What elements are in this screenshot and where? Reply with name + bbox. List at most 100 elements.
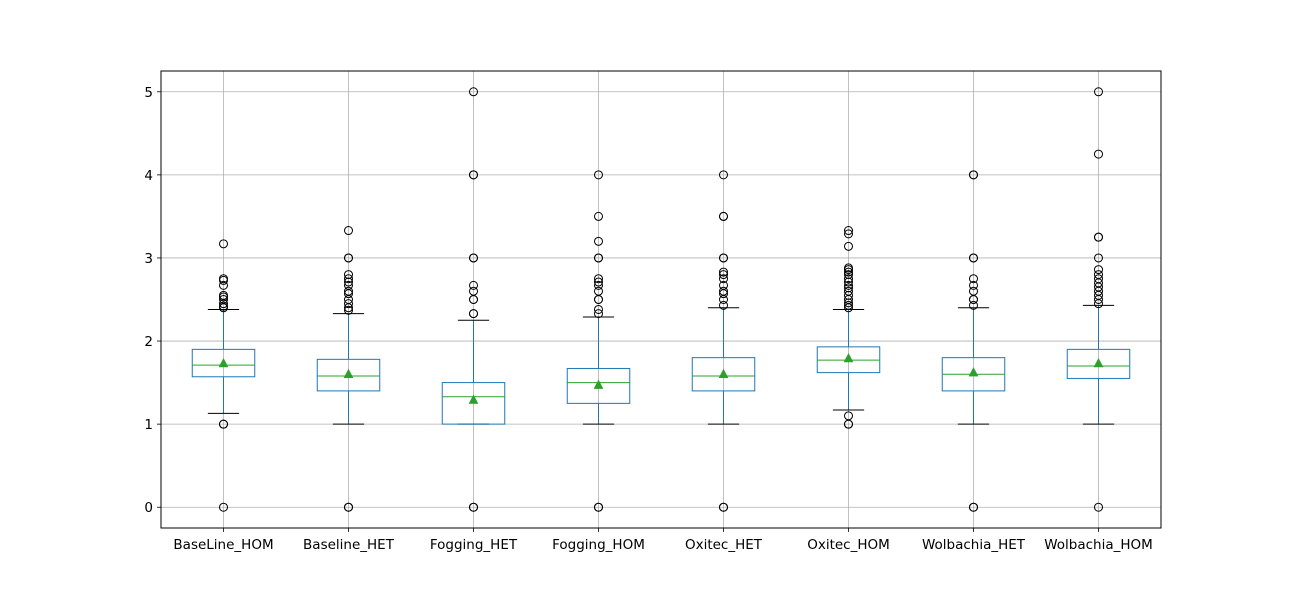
mean-marker — [343, 368, 354, 379]
outlier-point — [344, 299, 353, 309]
y-tick-label: 0 — [144, 500, 153, 516]
mean-marker — [968, 367, 979, 377]
iqr-box — [691, 357, 756, 392]
outlier-point — [469, 87, 478, 97]
iqr-box — [316, 358, 381, 392]
outlier-point — [719, 280, 728, 290]
axis-layer: 0 1 2 3 4 5 BaseLine_HOM Baseline_HET Fogging_HE… — [144, 85, 1152, 553]
outlier-point — [594, 309, 603, 319]
outlier-point — [219, 280, 228, 290]
outlier-point — [594, 274, 603, 284]
box-group — [1066, 87, 1131, 512]
mean-marker — [593, 379, 604, 389]
outlier-point — [1094, 270, 1103, 280]
x-tick-label: Fogging_HOM — [552, 537, 645, 553]
box-group — [816, 226, 881, 429]
outlier-point — [719, 300, 728, 310]
outlier-point — [719, 170, 728, 180]
outlier-point — [1094, 232, 1103, 242]
outlier-point — [719, 270, 728, 280]
iqr-box — [566, 367, 631, 404]
mean-marker — [843, 352, 854, 363]
outlier-point — [1094, 274, 1103, 284]
y-tick-label: 5 — [144, 85, 153, 101]
outlier-point — [844, 274, 853, 284]
box-group — [441, 87, 506, 512]
outlier-point — [219, 290, 228, 300]
plot-area-frame — [160, 70, 1162, 529]
outlier-point — [219, 301, 228, 311]
mean-marker — [718, 368, 729, 379]
grid-layer — [161, 71, 1161, 528]
outlier-point — [719, 274, 728, 284]
outlier-point — [344, 280, 353, 290]
outlier-point — [469, 170, 478, 180]
outlier-point — [344, 270, 353, 280]
outlier-point — [594, 211, 603, 221]
outlier-point — [594, 236, 603, 246]
box-group — [566, 170, 631, 512]
box-group — [316, 226, 381, 512]
outlier-point — [719, 211, 728, 221]
outlier-point — [594, 253, 603, 263]
box-group — [941, 170, 1006, 512]
x-tick-label: Oxitec_HOM — [807, 537, 890, 553]
outlier-point — [969, 253, 978, 263]
x-tick-label: BaseLine_HOM — [173, 537, 273, 553]
outlier-point — [219, 295, 228, 304]
outlier-point — [844, 411, 853, 421]
outlier-point — [969, 502, 978, 512]
outlier-point — [469, 502, 478, 512]
outlier-point — [594, 502, 603, 512]
outlier-point — [344, 226, 353, 236]
x-tick-label: Wolbachia_HOM — [1044, 537, 1153, 553]
outlier-point — [344, 253, 353, 263]
box-group — [691, 170, 756, 512]
mean-marker — [468, 394, 479, 404]
outlier-point — [344, 277, 353, 287]
outlier-point — [469, 253, 478, 263]
outlier-point — [594, 280, 603, 290]
box-group — [191, 239, 256, 512]
x-tick-label: Oxitec_HET — [685, 537, 763, 553]
mean-marker — [218, 357, 229, 368]
outlier-point — [844, 229, 853, 239]
outlier-point — [844, 290, 853, 300]
outlier-point — [344, 502, 353, 512]
iqr-box — [441, 382, 506, 425]
x-tick-label: Fogging_HET — [430, 537, 518, 553]
y-tick-label: 4 — [144, 168, 153, 184]
outlier-point — [969, 300, 978, 310]
outlier-point — [844, 270, 853, 280]
outlier-point — [219, 502, 228, 512]
iqr-box — [191, 348, 256, 378]
outlier-point — [594, 304, 603, 314]
outlier-point — [844, 263, 853, 273]
outlier-point — [344, 305, 353, 315]
outlier-point — [344, 286, 353, 296]
x-tick-label: Wolbachia_HET — [922, 537, 1026, 553]
outlier-point — [594, 170, 603, 180]
outlier-point — [719, 502, 728, 512]
y-tick-label: 1 — [144, 417, 153, 433]
outlier-point — [844, 286, 853, 296]
outlier-point — [969, 286, 978, 296]
outlier-point — [844, 298, 853, 308]
y-tick-label: 3 — [144, 251, 153, 267]
outlier-point — [469, 309, 478, 319]
outlier-point — [969, 274, 978, 284]
outlier-point — [969, 170, 978, 180]
x-tick-label: Baseline_HET — [303, 537, 395, 553]
y-tick-label: 2 — [144, 334, 153, 350]
outlier-point — [719, 267, 728, 277]
iqr-box — [1066, 348, 1131, 379]
outlier-point — [719, 286, 728, 296]
outlier-point — [594, 286, 603, 296]
outlier-point — [219, 419, 228, 429]
outlier-point — [469, 280, 478, 290]
outlier-point — [469, 286, 478, 296]
outlier-point — [1094, 265, 1103, 275]
outlier-point — [969, 280, 978, 290]
